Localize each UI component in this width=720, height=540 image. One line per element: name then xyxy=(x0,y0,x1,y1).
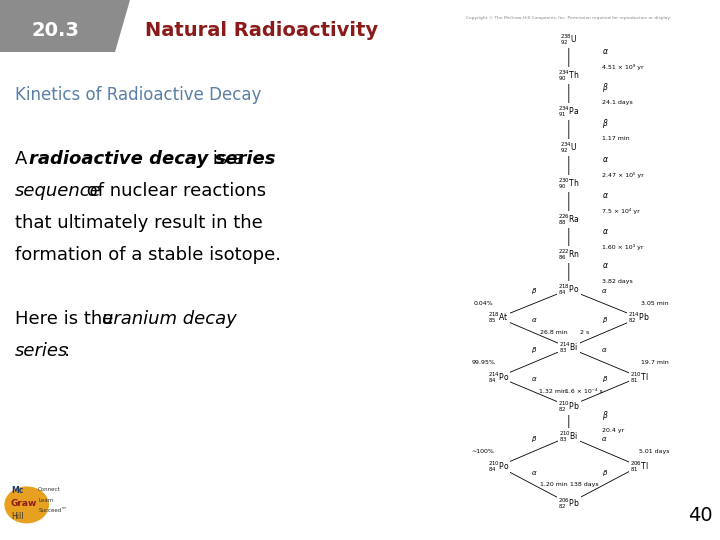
Text: $^{234}_{90}$Th: $^{234}_{90}$Th xyxy=(558,68,580,83)
Text: 3.05 min: 3.05 min xyxy=(641,301,668,306)
Text: that ultimately result in the: that ultimately result in the xyxy=(15,214,263,232)
Text: series: series xyxy=(15,342,68,360)
Text: 26.8 min: 26.8 min xyxy=(539,330,567,335)
Text: 5.01 days: 5.01 days xyxy=(639,449,670,454)
Text: is a: is a xyxy=(207,150,244,168)
Text: α: α xyxy=(531,376,536,382)
Text: α: α xyxy=(603,261,608,271)
Text: 1.60 × 10³ yr: 1.60 × 10³ yr xyxy=(603,244,644,249)
Text: uranium decay: uranium decay xyxy=(102,310,237,328)
Text: α: α xyxy=(531,470,536,476)
Text: 2.47 × 10⁵ yr: 2.47 × 10⁵ yr xyxy=(603,172,644,178)
Text: 138 days: 138 days xyxy=(570,482,598,487)
Text: 19.7 min: 19.7 min xyxy=(641,360,668,365)
Text: β: β xyxy=(602,318,606,323)
Text: 1.17 min: 1.17 min xyxy=(603,136,630,141)
Text: Learn: Learn xyxy=(38,498,53,503)
Text: α: α xyxy=(603,191,608,200)
Text: β: β xyxy=(602,376,606,382)
Text: Copyright © The McGraw-Hill Companies, Inc. Permission required for reproduction: Copyright © The McGraw-Hill Companies, I… xyxy=(467,16,671,20)
Text: $^{214}_{82}$Pb: $^{214}_{82}$Pb xyxy=(628,310,650,325)
Text: Natural Radioactivity: Natural Radioactivity xyxy=(145,21,378,39)
Text: 1.32 min: 1.32 min xyxy=(539,389,567,394)
Text: $^{218}_{84}$Po: $^{218}_{84}$Po xyxy=(558,282,580,297)
Text: 1.20 min: 1.20 min xyxy=(539,482,567,487)
Text: radioactive decay series: radioactive decay series xyxy=(29,150,276,168)
Text: β: β xyxy=(603,119,608,128)
Text: :: : xyxy=(64,342,70,360)
Text: $^{234}_{91}$Pa: $^{234}_{91}$Pa xyxy=(558,104,580,119)
Circle shape xyxy=(5,487,48,523)
Text: Graw: Graw xyxy=(11,499,37,508)
Polygon shape xyxy=(0,0,130,52)
Text: α: α xyxy=(531,318,536,323)
Text: $^{206}_{81}$Tl: $^{206}_{81}$Tl xyxy=(630,459,648,474)
Text: 3.82 days: 3.82 days xyxy=(603,279,634,284)
Text: of nuclear reactions: of nuclear reactions xyxy=(81,182,266,200)
Text: 99.95%: 99.95% xyxy=(471,360,495,365)
Text: ∼100%: ∼100% xyxy=(472,449,495,454)
Text: $^{210}_{81}$Tl: $^{210}_{81}$Tl xyxy=(630,369,648,384)
Text: Hill: Hill xyxy=(11,512,23,521)
Text: $^{210}_{83}$Bi: $^{210}_{83}$Bi xyxy=(559,429,578,444)
Text: α: α xyxy=(603,227,608,235)
Text: 4.51 × 10⁹ yr: 4.51 × 10⁹ yr xyxy=(603,64,644,70)
Text: $^{214}_{84}$Po: $^{214}_{84}$Po xyxy=(488,369,509,384)
Text: 40: 40 xyxy=(688,506,712,525)
Text: 20.3: 20.3 xyxy=(31,21,79,39)
Text: Here is the: Here is the xyxy=(15,310,119,328)
Text: β: β xyxy=(603,83,608,92)
Text: α: α xyxy=(602,347,606,353)
Text: Mc: Mc xyxy=(11,486,23,495)
Text: β: β xyxy=(531,436,536,442)
Text: 24.1 days: 24.1 days xyxy=(603,100,634,105)
Text: $^{214}_{83}$Bi: $^{214}_{83}$Bi xyxy=(559,340,578,355)
Text: 20.4 yr: 20.4 yr xyxy=(603,428,625,433)
Text: $^{222}_{86}$Rn: $^{222}_{86}$Rn xyxy=(558,247,580,262)
Text: α: α xyxy=(603,155,608,164)
Text: $^{206}_{82}$Pb: $^{206}_{82}$Pb xyxy=(558,496,580,511)
Text: β: β xyxy=(531,288,536,294)
Text: $^{230}_{90}$Th: $^{230}_{90}$Th xyxy=(558,176,580,191)
Text: Connect: Connect xyxy=(38,487,60,492)
Text: 1.6 × 10⁻⁴ s: 1.6 × 10⁻⁴ s xyxy=(565,389,603,394)
Text: A: A xyxy=(15,150,33,168)
Text: $^{234}_{92}$U: $^{234}_{92}$U xyxy=(560,140,577,155)
Text: $^{210}_{82}$Pb: $^{210}_{82}$Pb xyxy=(558,399,580,414)
Text: 2 s: 2 s xyxy=(580,330,589,335)
Text: sequence: sequence xyxy=(15,182,102,200)
Text: β: β xyxy=(602,470,606,476)
Text: α: α xyxy=(602,436,606,442)
Text: $^{210}_{84}$Po: $^{210}_{84}$Po xyxy=(488,459,509,474)
Text: β: β xyxy=(531,347,536,353)
Text: 0.04%: 0.04% xyxy=(473,301,493,306)
Text: $^{226}_{88}$Ra: $^{226}_{88}$Ra xyxy=(558,212,580,227)
Text: formation of a stable isotope.: formation of a stable isotope. xyxy=(15,246,281,264)
Text: α: α xyxy=(603,46,608,56)
Text: 7.5 × 10⁴ yr: 7.5 × 10⁴ yr xyxy=(603,208,640,214)
Text: β: β xyxy=(603,411,608,420)
Text: Succeed™: Succeed™ xyxy=(38,508,67,513)
Text: Kinetics of Radioactive Decay: Kinetics of Radioactive Decay xyxy=(15,86,261,104)
Text: $^{238}_{92}$U: $^{238}_{92}$U xyxy=(560,32,577,47)
Text: α: α xyxy=(602,288,606,294)
Text: $^{218}_{85}$At: $^{218}_{85}$At xyxy=(488,310,509,325)
